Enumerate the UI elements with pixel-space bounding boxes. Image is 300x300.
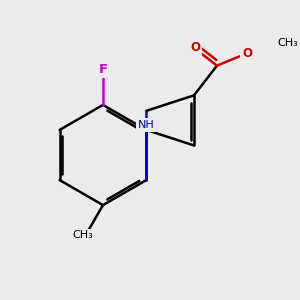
Text: O: O <box>242 47 252 60</box>
Text: CH₃: CH₃ <box>278 38 298 48</box>
Text: F: F <box>98 63 107 76</box>
Text: CH₃: CH₃ <box>73 230 93 241</box>
Text: O: O <box>191 41 201 54</box>
Text: NH: NH <box>138 120 155 130</box>
